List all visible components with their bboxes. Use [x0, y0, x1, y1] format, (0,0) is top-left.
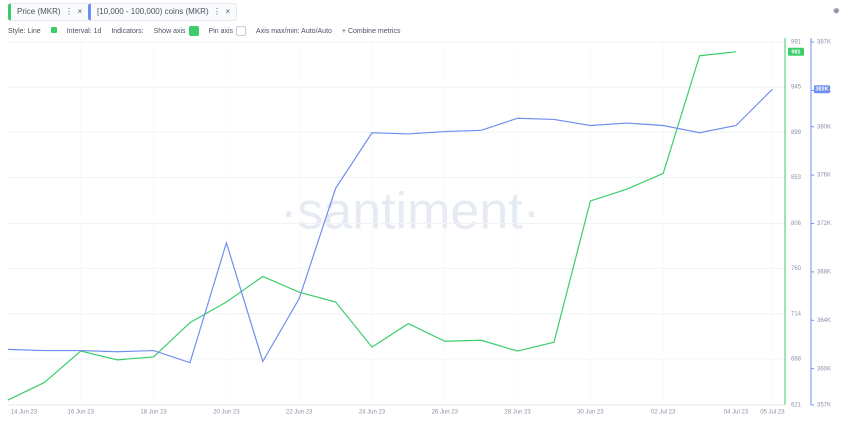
x-tick-label: 02 Jul 23	[651, 410, 676, 416]
series-line	[7, 88, 773, 364]
y-tick-label: 806	[791, 221, 802, 227]
show-axis[interactable]: Show axis	[154, 26, 199, 36]
x-tick-label: 04 Jul 23	[724, 410, 749, 416]
y2-tick-label: 368K	[817, 269, 831, 275]
interval-select[interactable]: Interval: 1d	[66, 27, 102, 35]
x-tick-label: 05 Jul 23	[760, 410, 785, 416]
y-tick-label: 760	[791, 266, 802, 272]
y2-tick-label: 380K	[817, 124, 831, 130]
x-tick-label: 18 Jun 23	[140, 410, 167, 416]
y2-tick-label: 376K	[817, 173, 831, 179]
label: Show axis	[153, 27, 186, 35]
y2-tick-label: 360K	[817, 366, 831, 372]
x-tick-label: 24 Jun 23	[359, 410, 386, 416]
y-tick-label: 668	[791, 356, 802, 362]
tab[interactable]: Price (MKR) ⋮ ×	[8, 3, 90, 21]
tab-label: Price (MKR)	[17, 7, 61, 16]
value-label: 383K	[815, 87, 828, 93]
checkbox	[236, 26, 247, 36]
combine-metrics[interactable]: + Combine metrics	[341, 27, 401, 35]
value-badge	[814, 85, 830, 94]
y-tick-label: 621	[791, 403, 802, 409]
x-tick-label: 30 Jun 23	[577, 410, 604, 416]
x-tick-label: 22 Jun 23	[286, 410, 313, 416]
series-line	[7, 51, 737, 401]
x-tick-label: 14 Jun 23	[11, 410, 38, 416]
y2-tick-label: 357K	[817, 403, 831, 409]
x-tick-label: 20 Jun 23	[213, 410, 240, 416]
settings-icon[interactable]: ✹	[832, 6, 840, 16]
y-tick-label: 991	[791, 40, 802, 46]
value-label: 981	[791, 49, 800, 55]
axis-range[interactable]: Axis max/min: Auto/Auto	[256, 27, 332, 35]
color-select[interactable]	[50, 27, 57, 35]
tab[interactable]: [10,000 - 100,000) coins (MKR) ⋮ ×	[88, 3, 238, 21]
y-tick-label: 899	[791, 130, 802, 136]
y2-tick-label: 387K	[817, 40, 831, 46]
checkbox	[188, 26, 199, 36]
y-tick-label: 945	[791, 85, 802, 91]
watermark: ·santiment·	[280, 183, 540, 241]
style-select[interactable]: Style: Line	[8, 27, 41, 35]
x-tick-label: 16 Jun 23	[68, 410, 95, 416]
y-tick-label: 853	[791, 175, 802, 181]
y2-tick-label: 364K	[817, 318, 831, 324]
tab-label: [10,000 - 100,000) coins (MKR)	[97, 7, 209, 16]
y-tick-label: 714	[791, 311, 802, 317]
x-tick-label: 26 Jun 23	[432, 410, 459, 416]
indicators[interactable]: Indicators:	[111, 27, 144, 35]
y2-tick-label: 372K	[817, 221, 831, 227]
toolbar: Style: Line Interval: 1d Indicators: Sho…	[8, 26, 400, 36]
label: Pin axis	[208, 27, 234, 35]
x-tick-label: 28 Jun 23	[504, 410, 531, 416]
pin-axis[interactable]: Pin axis	[209, 26, 247, 36]
value-badge	[788, 47, 804, 56]
